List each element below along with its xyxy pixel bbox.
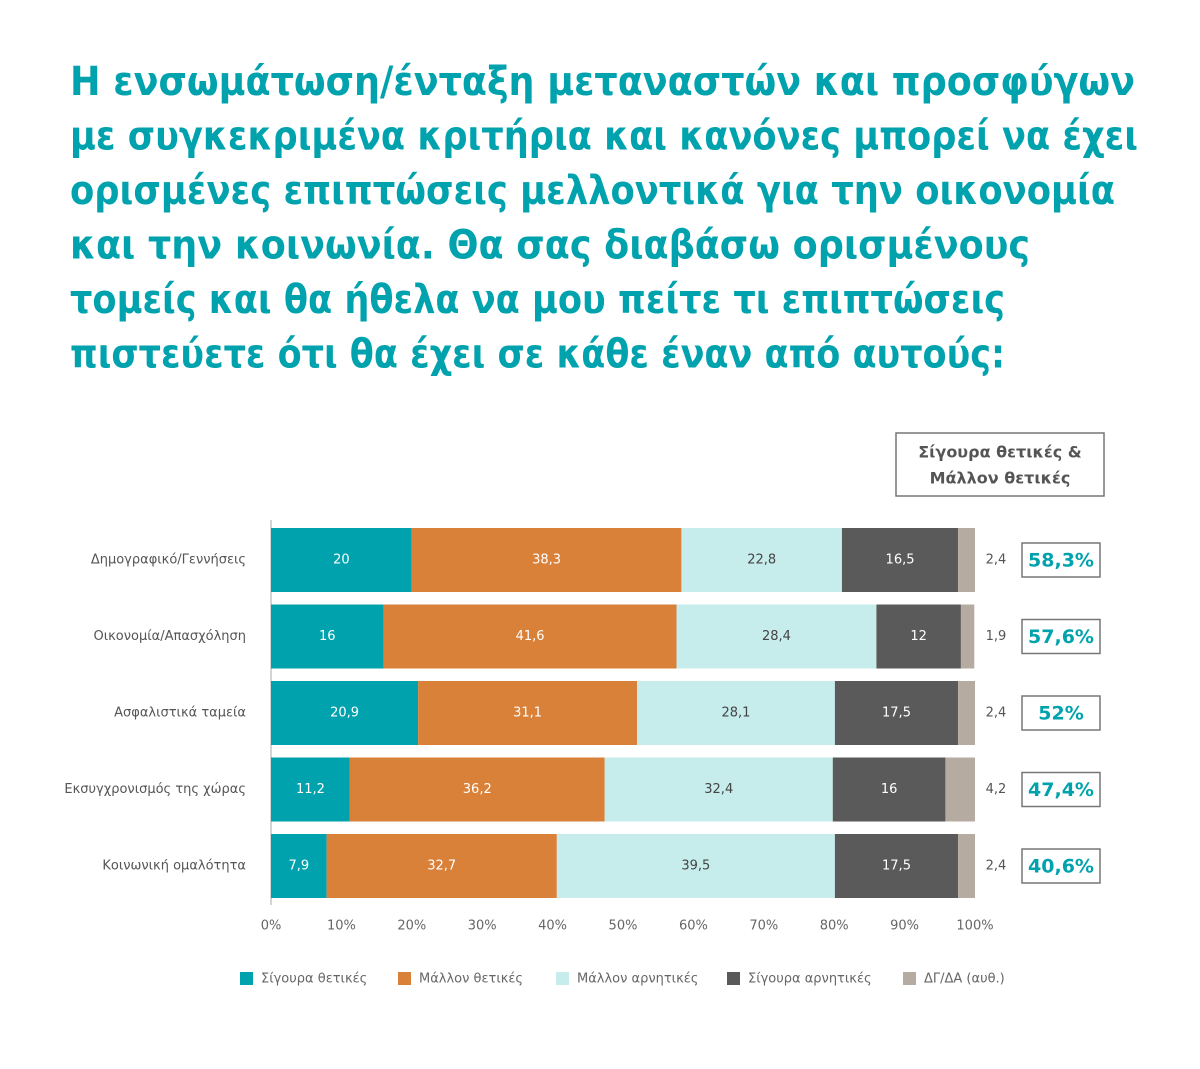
data-label: 36,2 xyxy=(463,782,492,797)
total-box xyxy=(1021,695,1101,731)
totals-header-box xyxy=(895,432,1105,497)
totals-header: Μάλλον θετικές xyxy=(930,469,1071,488)
total-label: 52% xyxy=(1038,703,1083,725)
legend-swatch xyxy=(556,972,569,985)
legend-label: Μάλλον αρνητικές xyxy=(577,972,698,987)
total-label: 40,6% xyxy=(1028,856,1094,878)
data-label: 38,3 xyxy=(532,553,561,568)
chart-title: πιστεύετε ότι θα έχει σε κάθε έναν από α… xyxy=(70,332,1005,378)
x-tick-label: 0% xyxy=(261,919,282,934)
chart-title: και την κοινωνία. Θα σας διαβάσω ορισμέν… xyxy=(70,223,1030,269)
legend-swatch xyxy=(727,972,740,985)
legend-label: Σίγουρα αρνητικές xyxy=(748,972,872,987)
bar-segment xyxy=(834,681,959,745)
bar-segment xyxy=(383,604,677,669)
bar-segment xyxy=(834,834,959,898)
bar-segment xyxy=(349,757,605,822)
chart-title: Η ενσωμάτωση/ένταξη μεταναστών και προσφ… xyxy=(70,59,1135,105)
chart-title: τομείς και θα ήθελα να μου πείτε τι επιπ… xyxy=(70,277,1005,323)
data-label: 39,5 xyxy=(681,859,710,874)
data-label: 2,4 xyxy=(986,553,1007,568)
total-box xyxy=(1021,542,1101,578)
bar-segment xyxy=(876,604,961,669)
totals-header: Σίγουρα θετικές & xyxy=(918,443,1082,462)
data-label: 22,8 xyxy=(747,553,776,568)
data-label: 41,6 xyxy=(516,629,545,644)
total-box xyxy=(1021,618,1101,655)
chart-title: με συγκεκριμένα κριτήρια και κανόνες μπο… xyxy=(70,114,1138,160)
data-label: 12 xyxy=(910,629,927,644)
y-tick-label: Δημογραφικό/Γεννήσεις xyxy=(91,553,246,568)
bar-segment xyxy=(411,528,682,592)
total-label: 57,6% xyxy=(1028,626,1094,648)
legend-label: Μάλλον θετικές xyxy=(419,972,523,987)
data-label: 20,9 xyxy=(330,706,359,721)
bar-segment xyxy=(271,604,384,669)
x-tick-label: 70% xyxy=(749,919,778,934)
data-label: 2,4 xyxy=(986,859,1007,874)
total-label: 58,3% xyxy=(1028,550,1094,572)
data-label: 4,2 xyxy=(986,782,1007,797)
total-box xyxy=(1021,771,1101,808)
bar-segment xyxy=(945,757,975,822)
legend-swatch xyxy=(398,972,411,985)
data-label: 7,9 xyxy=(288,859,309,874)
data-label: 32,4 xyxy=(704,782,733,797)
x-tick-label: 10% xyxy=(327,919,356,934)
bar-segment xyxy=(556,834,835,898)
bar-segment xyxy=(604,757,833,822)
bar-segment xyxy=(271,757,350,822)
y-tick-label: Εκσυγχρονισμός της χώρας xyxy=(64,782,246,797)
bar-segment xyxy=(637,681,835,745)
y-tick-label: Κοινωνική ομαλότητα xyxy=(102,859,246,874)
data-label: 20 xyxy=(333,553,350,568)
bar-segment xyxy=(841,528,959,592)
x-tick-label: 60% xyxy=(679,919,708,934)
bar-segment xyxy=(832,757,946,822)
total-box xyxy=(1021,848,1101,884)
total-label: 47,4% xyxy=(1028,779,1094,801)
data-label: 1,9 xyxy=(986,629,1007,644)
x-tick-label: 80% xyxy=(820,919,849,934)
legend-label: Σίγουρα θετικές xyxy=(261,972,367,987)
y-tick-label: Ασφαλιστικά ταμεία xyxy=(114,706,246,721)
data-label: 28,4 xyxy=(762,629,791,644)
bar-segment xyxy=(681,528,842,592)
data-label: 17,5 xyxy=(882,859,911,874)
data-label: 2,4 xyxy=(986,706,1007,721)
data-label: 17,5 xyxy=(882,706,911,721)
data-label: 11,2 xyxy=(296,782,325,797)
legend-swatch xyxy=(903,972,916,985)
data-label: 16 xyxy=(319,629,336,644)
data-label: 32,7 xyxy=(427,859,456,874)
bar-segment xyxy=(960,604,975,669)
x-tick-label: 30% xyxy=(468,919,497,934)
bar-segment xyxy=(271,528,412,592)
legend-swatch xyxy=(240,972,253,985)
bar-segment xyxy=(271,834,327,898)
bar-segment xyxy=(958,834,975,898)
bar-segment xyxy=(958,681,975,745)
x-tick-label: 100% xyxy=(956,919,993,934)
data-label: 16,5 xyxy=(886,553,915,568)
bar-segment xyxy=(418,681,638,745)
y-tick-label: Οικονομία/Απασχόληση xyxy=(94,629,246,644)
legend-label: ΔΓ/ΔΑ (αυθ.) xyxy=(924,972,1005,987)
x-tick-label: 50% xyxy=(609,919,638,934)
bar-segment xyxy=(271,681,419,745)
data-label: 31,1 xyxy=(513,706,542,721)
x-tick-label: 90% xyxy=(890,919,919,934)
bar-segment xyxy=(958,528,975,592)
chart-title: ορισμένες επιπτώσεις μελλοντικά για την … xyxy=(70,168,1115,214)
data-label: 16 xyxy=(881,782,898,797)
data-label: 28,1 xyxy=(722,706,751,721)
x-tick-label: 20% xyxy=(397,919,426,934)
x-tick-label: 40% xyxy=(538,919,567,934)
bar-segment xyxy=(326,834,557,898)
bar-segment xyxy=(676,604,877,669)
